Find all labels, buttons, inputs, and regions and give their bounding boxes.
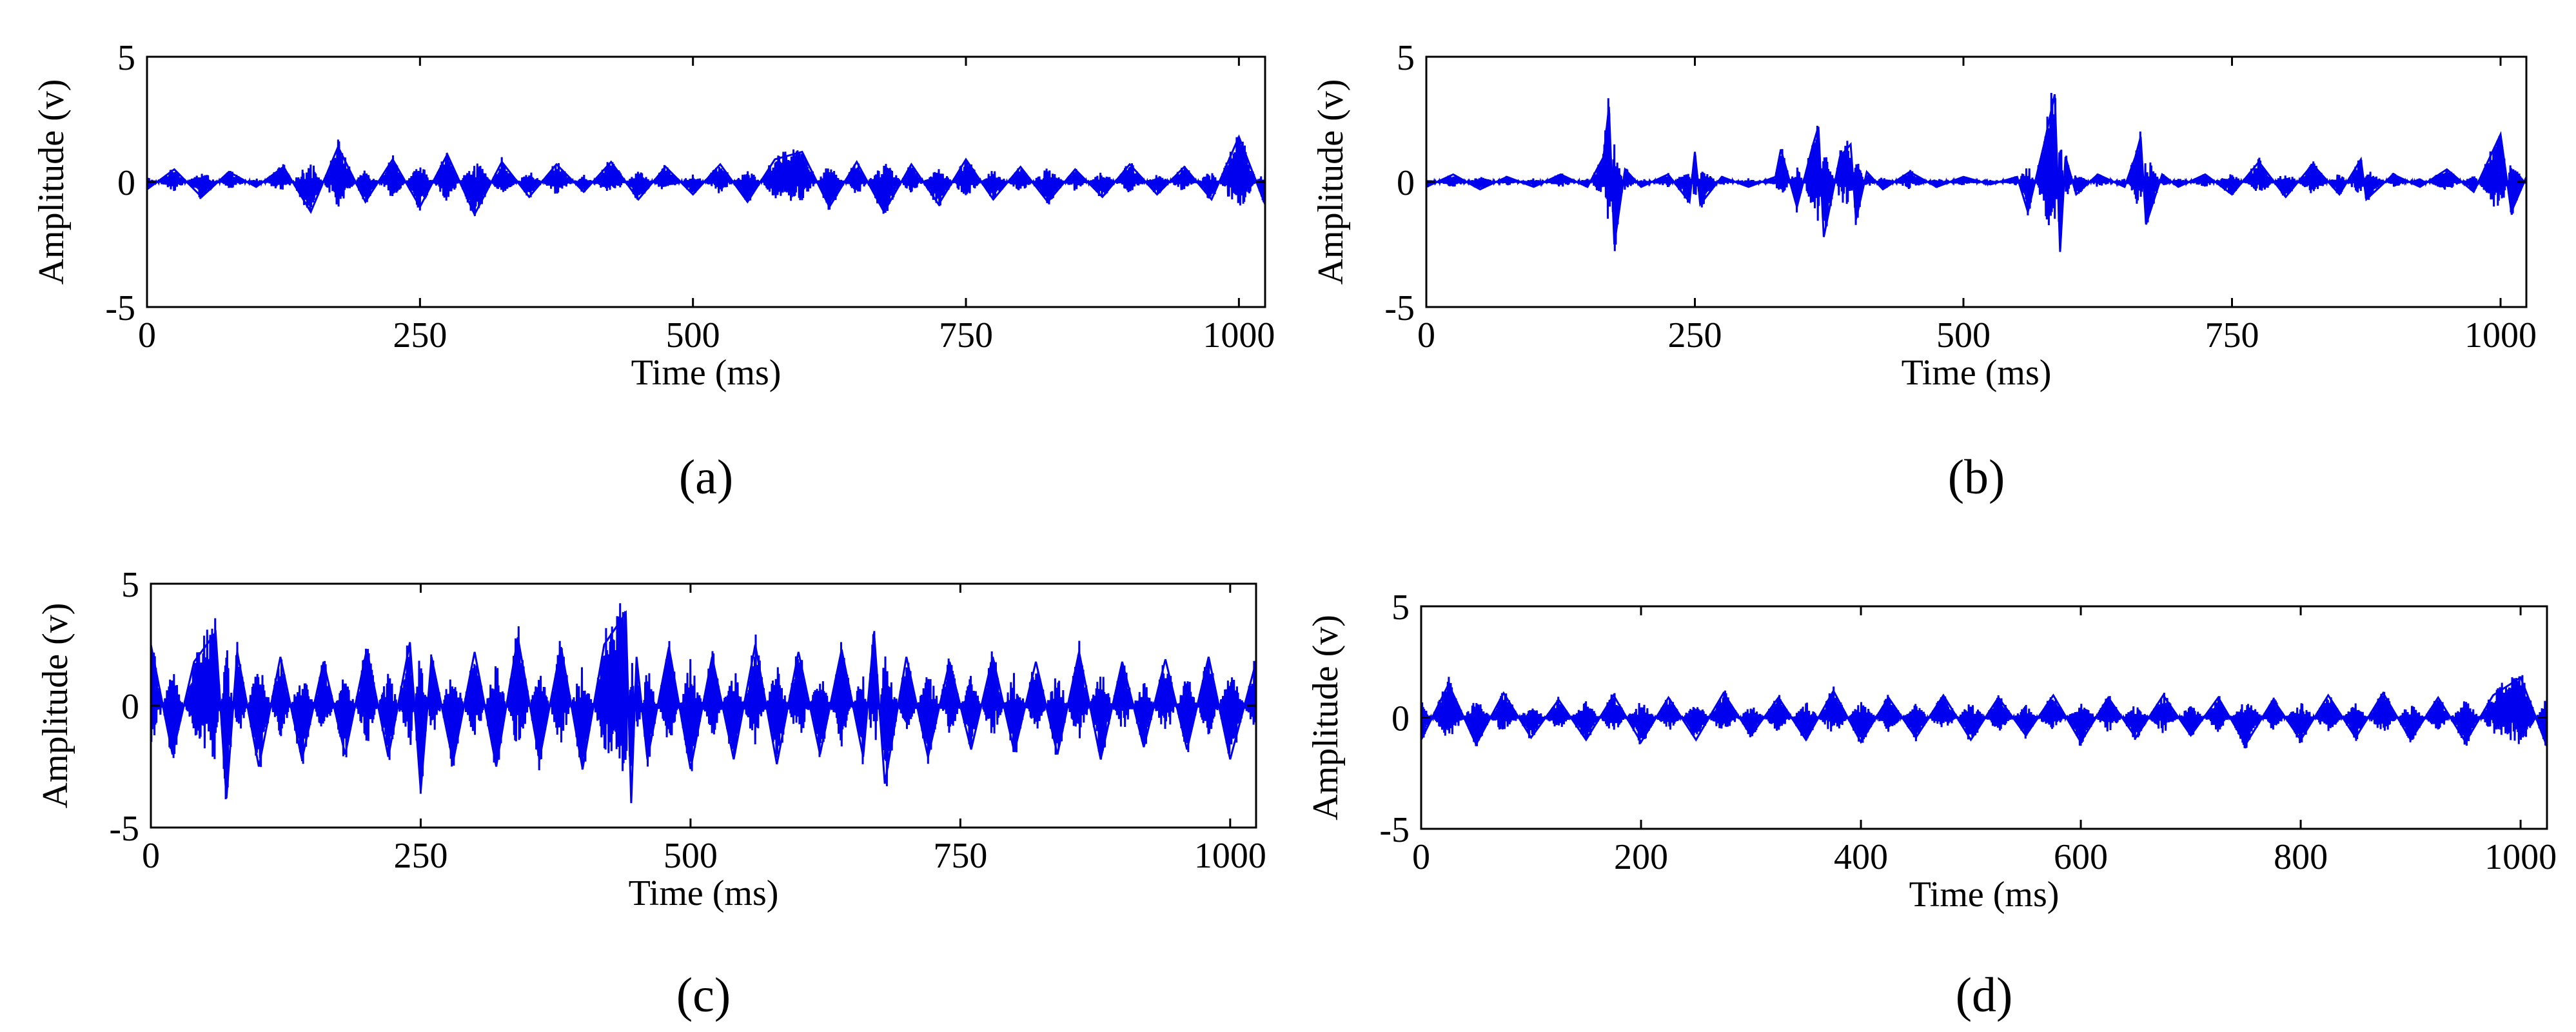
x-tick-label: 0: [1412, 837, 1430, 877]
x-tick-label: 500: [666, 315, 720, 355]
panel-label: (c): [676, 968, 731, 1022]
x-tick-label: 200: [1614, 837, 1668, 877]
y-tick-label: -5: [105, 288, 135, 328]
x-tick-label: 1000: [2464, 315, 2537, 355]
x-tick-label: 500: [664, 836, 718, 876]
x-axis-label: Time (ms): [1902, 353, 2052, 393]
x-tick-label: 1000: [1194, 836, 1266, 876]
x-tick-label: 0: [1417, 315, 1435, 355]
signal-peaks: [1421, 676, 2547, 747]
signal-line: [1421, 675, 2547, 749]
x-tick-label: 250: [393, 836, 447, 876]
x-tick-label: 1000: [2484, 837, 2557, 877]
y-tick-label: -5: [109, 809, 139, 849]
x-tick-label: 500: [1936, 315, 1991, 355]
x-axis-label: Time (ms): [631, 353, 782, 393]
x-tick-label: 800: [2274, 837, 2328, 877]
y-axis-label: Amplitude (v): [1306, 615, 1346, 820]
signal-line: [1426, 92, 2526, 252]
x-tick-label: 250: [1668, 315, 1722, 355]
panel-label: (a): [679, 450, 733, 504]
y-axis-label: Amplitude (v): [1311, 79, 1351, 285]
x-tick-label: 1000: [1203, 315, 1275, 355]
x-tick-label: 600: [2054, 837, 2108, 877]
x-axis-label: Time (ms): [629, 873, 779, 913]
x-tick-label: 750: [939, 315, 993, 355]
x-axis-label: Time (ms): [1909, 875, 2060, 915]
y-tick-label: -5: [1384, 288, 1415, 328]
panel-label: (b): [1948, 450, 2005, 504]
y-axis-label: Amplitude (v): [32, 79, 72, 285]
signal-peaks: [151, 610, 1256, 804]
x-tick-label: 750: [2205, 315, 2259, 355]
y-axis-label: Amplitude (v): [35, 603, 75, 809]
y-tick-label: 5: [1391, 588, 1410, 628]
y-tick-label: 5: [121, 565, 139, 605]
y-tick-label: 0: [117, 163, 135, 203]
y-tick-label: 5: [1397, 38, 1415, 78]
panel-label: (d): [1956, 968, 2013, 1022]
y-tick-label: -5: [1379, 810, 1410, 850]
signal-peaks: [147, 134, 1265, 217]
x-tick-label: 400: [1834, 837, 1888, 877]
x-tick-label: 250: [393, 315, 447, 355]
signal-peaks: [1426, 94, 2526, 252]
y-tick-label: 0: [1397, 163, 1415, 203]
y-tick-label: 0: [1391, 699, 1410, 739]
x-tick-label: 0: [142, 836, 160, 876]
y-tick-label: 5: [117, 38, 135, 78]
x-tick-label: 0: [138, 315, 156, 355]
y-tick-label: 0: [121, 687, 139, 727]
x-tick-label: 750: [933, 836, 987, 876]
